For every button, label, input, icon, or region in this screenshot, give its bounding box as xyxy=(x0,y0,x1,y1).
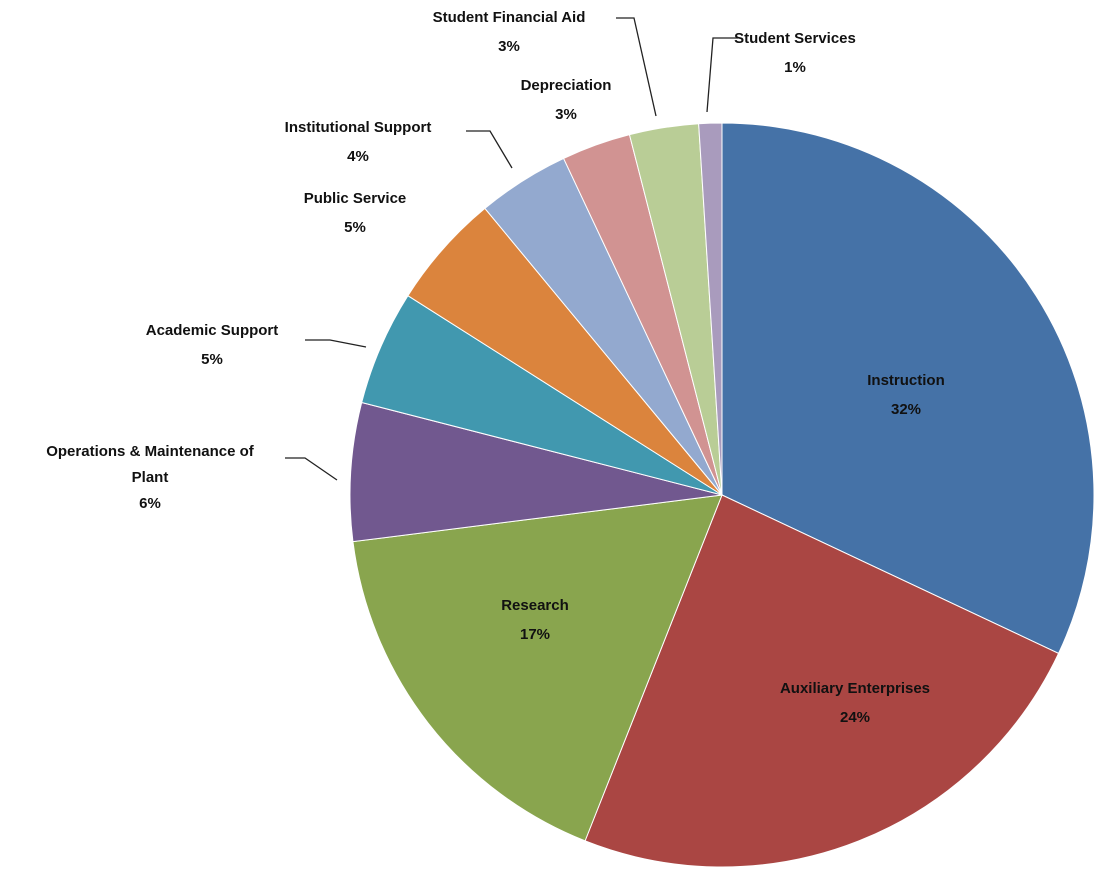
category-name: Research xyxy=(501,597,569,614)
slice xyxy=(352,494,723,842)
slice xyxy=(349,401,723,543)
value-label: 3% xyxy=(498,38,520,55)
slice-label: Auxiliary Enterprises 24% xyxy=(780,674,930,732)
slice-label: Research 17% xyxy=(501,591,569,649)
slice xyxy=(698,122,723,496)
slice-label: Public Service 5% xyxy=(304,184,407,242)
category-name: Auxiliary Enterprises xyxy=(779,680,931,697)
category-name: Operations & Maintenance of Plant xyxy=(46,443,254,486)
value-label: 32% xyxy=(890,401,922,418)
slice-label: Student Financial Aid 3% xyxy=(433,3,586,61)
slice-label: Depreciation 3% xyxy=(521,71,612,129)
value-label: 5% xyxy=(344,219,366,236)
leader-line xyxy=(305,339,367,348)
slice xyxy=(584,494,1060,868)
category-name: Depreciation xyxy=(520,77,612,94)
category-name: Public Service xyxy=(303,190,407,207)
leader-line xyxy=(466,130,513,169)
category-name: Student Financial Aid xyxy=(432,9,586,26)
value-label: 17% xyxy=(519,626,551,643)
slice xyxy=(721,122,1095,655)
value-label: 24% xyxy=(839,709,871,726)
slice-label: Operations & Maintenance of Plant 6% xyxy=(43,439,258,517)
slice-label: Instruction 32% xyxy=(867,366,945,424)
category-name: Student Services xyxy=(734,30,856,47)
category-name: Instruction xyxy=(867,372,945,389)
value-label: 4% xyxy=(347,148,369,165)
value-label: 6% xyxy=(139,495,161,512)
category-name: Academic Support xyxy=(145,322,279,339)
slices xyxy=(349,122,1095,868)
leader-lines xyxy=(285,17,738,481)
slice-label: Student Services 1% xyxy=(734,24,856,82)
slice-label: Institutional Support 4% xyxy=(285,113,432,171)
value-label: 1% xyxy=(784,59,806,76)
slice-label: Academic Support 5% xyxy=(146,316,279,374)
value-label: 3% xyxy=(555,106,577,123)
leader-line xyxy=(616,17,657,117)
value-label: 5% xyxy=(201,351,223,368)
leader-line xyxy=(285,457,338,481)
leader-line xyxy=(706,37,738,113)
category-name: Institutional Support xyxy=(284,119,432,136)
